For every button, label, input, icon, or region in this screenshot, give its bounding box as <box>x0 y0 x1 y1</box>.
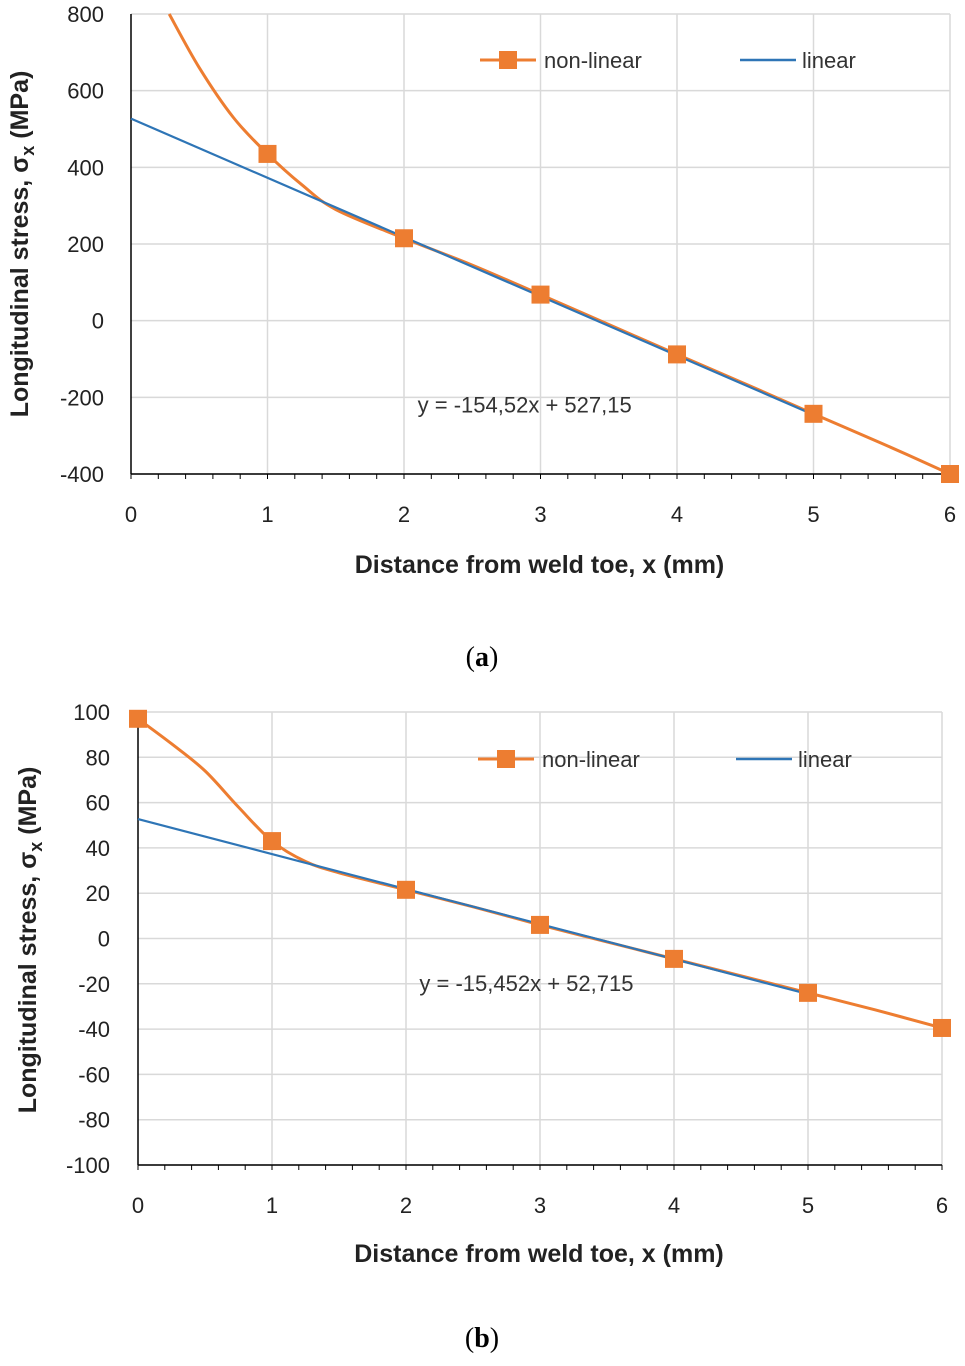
y-tick-label: -400 <box>60 462 104 487</box>
legend-linear-label: linear <box>798 747 852 772</box>
y-tick-label: -80 <box>78 1108 110 1133</box>
legend-nonlinear-label: non-linear <box>544 48 642 73</box>
y-tick-label: 400 <box>67 155 104 180</box>
y-tick-label: 800 <box>67 2 104 27</box>
y-axis-label: Longitudinal stress, σx (MPa) <box>14 767 46 1114</box>
series-linear-line <box>130 117 814 416</box>
y-axis-label-main: Longitudinal stress, σ <box>6 156 34 418</box>
legend-nonlinear-swatch-marker <box>497 750 515 768</box>
y-tick-label: -20 <box>78 972 110 997</box>
y-tick-label: -100 <box>66 1153 110 1178</box>
panel-label: (a) <box>466 642 499 673</box>
x-tick-label: 1 <box>266 1193 278 1218</box>
y-tick-label: 40 <box>86 836 110 861</box>
legend: non-linear linear <box>478 747 852 772</box>
y-tick-label: 0 <box>98 927 110 952</box>
chart-panel-a: 0 1 2 3 4 5 6 -400 -200 0 200 400 600 800 Distance fro… <box>6 2 959 673</box>
x-tick-label: 1 <box>261 502 273 527</box>
x-tick-label: 3 <box>534 502 546 527</box>
nonlinear-data-point <box>129 709 147 728</box>
chart-panel-b: 0 1 2 3 4 5 6 -100 -80 -60 -40 -20 0 20 40 60 80 100 Dista… <box>14 700 951 1354</box>
x-tick-label: 2 <box>400 1193 412 1218</box>
panel-label-letter: a <box>475 642 489 673</box>
trendline-equation: y = -15,452x + 52,715 <box>419 971 633 996</box>
y-tick-label: 600 <box>67 79 104 104</box>
y-axis-label-unit: (MPa) <box>6 71 34 146</box>
nonlinear-data-point <box>933 1018 951 1037</box>
y-axis-label-subscript: x <box>18 146 38 156</box>
x-tick-label: 2 <box>398 502 410 527</box>
panel-label-close: ) <box>490 1323 499 1354</box>
y-axis-label-subscript: x <box>26 842 46 852</box>
y-tick-label: 20 <box>86 881 110 906</box>
y-tick-label: -60 <box>78 1062 110 1087</box>
y-tick-label: 200 <box>67 232 104 257</box>
nonlinear-data-point <box>941 465 959 483</box>
y-axis-label: Longitudinal stress, σx (MPa) <box>6 71 38 418</box>
y-tick-label: -40 <box>78 1017 110 1042</box>
y-tick-label: -200 <box>60 385 104 410</box>
nonlinear-data-point <box>804 404 823 423</box>
nonlinear-data-point <box>665 949 683 968</box>
nonlinear-data-point <box>668 345 686 364</box>
nonlinear-data-point <box>263 832 281 851</box>
nonlinear-data-point <box>531 285 550 304</box>
y-axis-label-main: Longitudinal stress, σ <box>14 852 42 1114</box>
x-tick-label: 5 <box>802 1193 814 1218</box>
legend: non-linear linear <box>480 48 856 73</box>
x-tick-label: 4 <box>668 1193 680 1218</box>
nonlinear-data-point <box>799 983 817 1002</box>
x-tick-label: 5 <box>807 502 819 527</box>
x-axis-label: Distance from weld toe, x (mm) <box>354 1240 724 1268</box>
series-linear-line <box>137 818 809 996</box>
legend-linear-label: linear <box>802 48 856 73</box>
nonlinear-data-point <box>531 915 549 934</box>
nonlinear-data-point <box>258 144 277 163</box>
x-tick-label: 4 <box>671 502 683 527</box>
panel-label: (b) <box>465 1323 499 1354</box>
x-tick-label: 0 <box>125 502 137 527</box>
panel-label-open: ( <box>466 642 475 673</box>
legend-nonlinear-label: non-linear <box>542 747 640 772</box>
legend-nonlinear-swatch-marker <box>499 51 517 69</box>
trendline-equation: y = -154,52x + 527,15 <box>418 393 632 418</box>
y-tick-label: 100 <box>73 700 110 725</box>
y-tick-label: 60 <box>86 791 110 816</box>
x-axis-label: Distance from weld toe, x (mm) <box>355 551 725 579</box>
y-axis-label-unit: (MPa) <box>14 767 42 842</box>
panel-label-letter: b <box>474 1323 490 1354</box>
panel-label-close: ) <box>489 642 498 673</box>
panel-label-open: ( <box>465 1323 474 1354</box>
x-tick-label: 3 <box>534 1193 546 1218</box>
nonlinear-data-point <box>397 880 415 899</box>
x-tick-label: 6 <box>944 502 956 527</box>
x-tick-label: 0 <box>132 1193 144 1218</box>
x-tick-label: 6 <box>936 1193 948 1218</box>
nonlinear-data-point <box>395 229 413 248</box>
y-tick-label: 80 <box>86 745 110 770</box>
y-tick-label: 0 <box>92 309 104 334</box>
